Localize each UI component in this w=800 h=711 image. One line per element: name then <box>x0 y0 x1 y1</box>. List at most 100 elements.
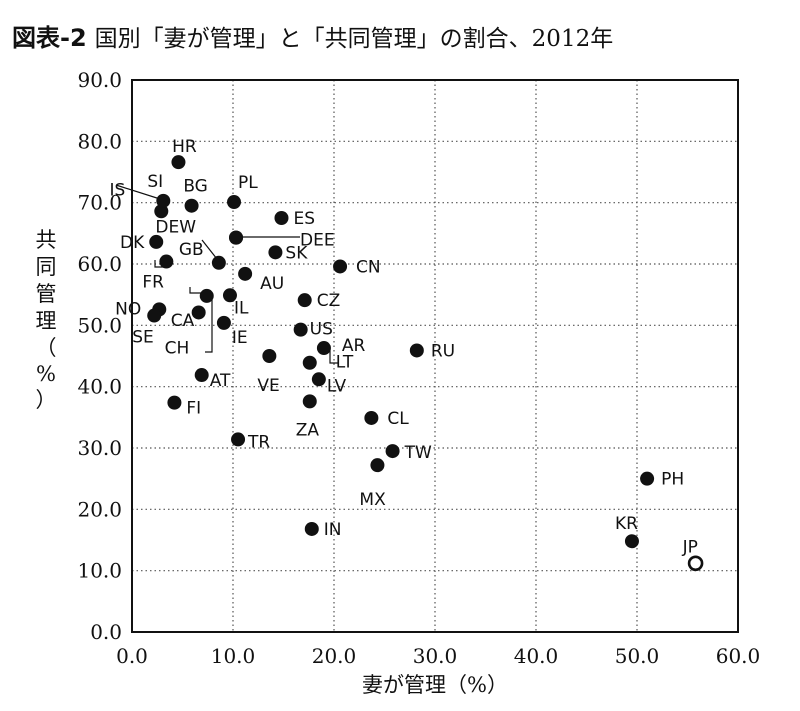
data-point-us <box>293 322 308 337</box>
x-tick-label: 40.0 <box>514 644 559 668</box>
data-point-cz <box>297 293 312 308</box>
data-point-fr <box>159 254 174 269</box>
chart-figure-label: 図表-2 <box>12 24 87 52</box>
data-point-pl <box>227 195 242 210</box>
data-point-ie <box>216 315 231 330</box>
y-tick-label: 60.0 <box>77 252 122 276</box>
data-point-tr <box>231 432 246 447</box>
point-label-cl: CL <box>387 409 409 429</box>
point-label-za: ZA <box>296 420 320 440</box>
point-label-sk: SK <box>285 243 308 263</box>
point-label-jp: JP <box>682 537 698 557</box>
point-label-ar: AR <box>342 336 366 356</box>
y-tick-label: 40.0 <box>77 375 122 399</box>
data-point-gb <box>211 255 226 270</box>
point-label-tr: TR <box>247 432 270 452</box>
point-label-bg: BG <box>183 177 208 197</box>
x-axis-title: 妻が管理（%） <box>362 673 508 697</box>
leader-line <box>189 287 205 294</box>
x-tick-labels: 0.0 10.0 20.0 30.0 40.0 50.0 60.0 <box>116 644 760 668</box>
y-tick-label: 90.0 <box>77 68 122 92</box>
point-label-dee: DEE <box>300 231 335 251</box>
data-point-bg <box>184 198 199 213</box>
y-axis-title-char: （ <box>36 336 57 360</box>
point-label-es: ES <box>293 209 315 229</box>
y-tick-label: 10.0 <box>77 559 122 583</box>
point-label-ch: CH <box>165 338 190 358</box>
y-axis-title-char: 理 <box>36 309 57 333</box>
leader-lines <box>115 184 338 364</box>
leader-line <box>115 184 161 200</box>
point-label-lt: LT <box>336 353 354 373</box>
y-tick-label: 80.0 <box>77 129 122 153</box>
point-labels: HR IS SI BG PL ES DEW DEE DK SK CN FR AU GB CZ NO IL CA SE… <box>109 137 697 557</box>
y-axis-title-char: 共 <box>36 228 57 252</box>
point-label-ca: CA <box>171 311 195 331</box>
data-point-se <box>147 308 162 323</box>
y-axis-title-char: ） <box>36 388 57 412</box>
data-point-fi <box>167 395 182 410</box>
x-tick-label: 50.0 <box>615 644 660 668</box>
point-label-il: IL <box>234 298 249 318</box>
data-point-is <box>154 204 169 219</box>
point-label-cn: CN <box>356 257 381 277</box>
grid-lines <box>132 80 738 632</box>
y-tick-label: 30.0 <box>77 436 122 460</box>
point-label-dk: DK <box>120 233 145 253</box>
data-point-jp <box>687 555 704 572</box>
data-points <box>147 155 704 572</box>
y-tick-label: 20.0 <box>77 497 122 521</box>
data-point-tw <box>385 444 400 459</box>
y-axis-title-char: 同 <box>36 255 57 279</box>
point-label-in: IN <box>324 520 342 540</box>
data-point-il <box>222 288 237 303</box>
chart-title-row: 図表-2 国別「妻が管理」と「共同管理」の割合、2012年 <box>12 18 613 53</box>
data-point-ve <box>262 349 277 363</box>
point-label-ie: IE <box>232 328 248 348</box>
point-label-se: SE <box>132 328 154 348</box>
data-point-au <box>238 266 253 281</box>
x-tick-label: 60.0 <box>716 644 761 668</box>
x-tick-label: 10.0 <box>211 644 256 668</box>
chart-title: 国別「妻が管理」と「共同管理」の割合、2012年 <box>94 26 614 52</box>
y-tick-labels: 0.0 10.0 20.0 30.0 40.0 50.0 60.0 70.0 80.0 90.0 <box>77 68 122 644</box>
y-axis-title-char: % <box>36 362 56 386</box>
data-point-hr <box>171 155 186 170</box>
point-label-is: IS <box>109 180 125 200</box>
point-label-us: US <box>310 320 333 340</box>
x-tick-label: 0.0 <box>116 644 148 668</box>
data-point-lv <box>311 372 326 387</box>
data-point-cl <box>364 410 379 425</box>
point-label-gb: GB <box>179 240 204 260</box>
data-point-cn <box>333 259 348 274</box>
point-label-au: AU <box>260 274 284 294</box>
data-point-in <box>304 521 319 536</box>
point-label-hr: HR <box>172 137 197 157</box>
data-point-si <box>156 193 171 208</box>
point-label-si: SI <box>147 172 163 192</box>
point-label-no: NO <box>115 299 141 319</box>
data-point-mx <box>370 458 385 473</box>
leader-line <box>205 297 213 353</box>
point-label-dew: DEW <box>155 218 196 238</box>
point-label-pl: PL <box>238 173 258 193</box>
data-point-es <box>274 211 289 225</box>
x-tick-label: 30.0 <box>413 644 458 668</box>
point-label-fi: FI <box>186 399 201 419</box>
y-tick-label: 70.0 <box>77 191 122 215</box>
point-label-tw: TW <box>404 443 432 463</box>
data-point-kr <box>624 534 639 549</box>
plot-frame <box>131 79 739 633</box>
leader-line <box>201 239 218 260</box>
point-label-fr: FR <box>142 273 164 293</box>
data-point-ph <box>640 471 655 486</box>
point-label-cz: CZ <box>317 291 341 311</box>
data-point-ru <box>409 343 424 358</box>
data-point-za <box>302 394 317 409</box>
x-tick-label: 20.0 <box>312 644 357 668</box>
data-point-dk <box>149 234 164 249</box>
y-tick-label: 50.0 <box>77 313 122 337</box>
point-label-mx: MX <box>359 490 386 510</box>
point-label-ru: RU <box>431 341 455 361</box>
y-axis-title: 共同管理 （%） <box>36 228 57 412</box>
